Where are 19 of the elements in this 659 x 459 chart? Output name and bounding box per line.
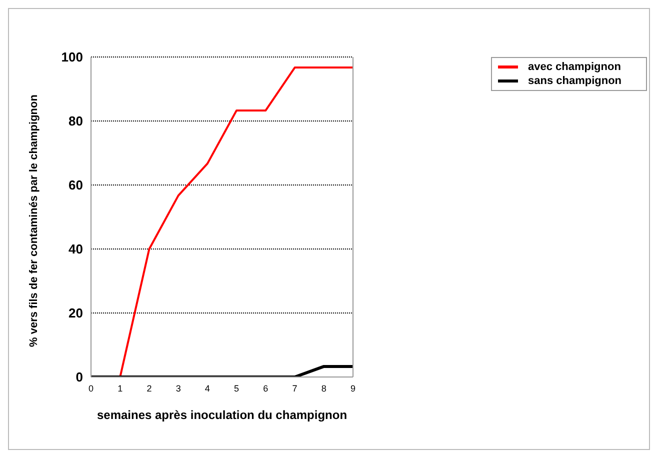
x-tick-label: 2 xyxy=(146,383,152,394)
x-tick-label: 9 xyxy=(350,383,356,394)
x-tick-label: 3 xyxy=(176,383,181,394)
y-tick-label: 60 xyxy=(68,178,83,193)
legend-label: sans champignon xyxy=(528,74,622,88)
x-tick-label: 8 xyxy=(321,383,326,394)
legend-label: avec champignon xyxy=(528,60,621,74)
x-tick-label: 0 xyxy=(88,383,94,394)
y-tick-label: 100 xyxy=(61,50,83,65)
y-tick-label: 20 xyxy=(68,306,83,321)
x-tick-label: 4 xyxy=(204,383,210,394)
x-axis-title: semaines après inoculation du champignon xyxy=(96,408,348,422)
y-tick-label: 40 xyxy=(68,242,83,257)
x-tick-label: 1 xyxy=(118,383,123,394)
x-tick-label: 7 xyxy=(292,383,298,394)
y-axis-title: % vers fils de fer contaminés par le champignon xyxy=(28,94,40,347)
x-tick-label: 5 xyxy=(234,383,240,394)
y-tick-label: 80 xyxy=(68,114,83,129)
x-tick-label: 6 xyxy=(263,383,268,394)
